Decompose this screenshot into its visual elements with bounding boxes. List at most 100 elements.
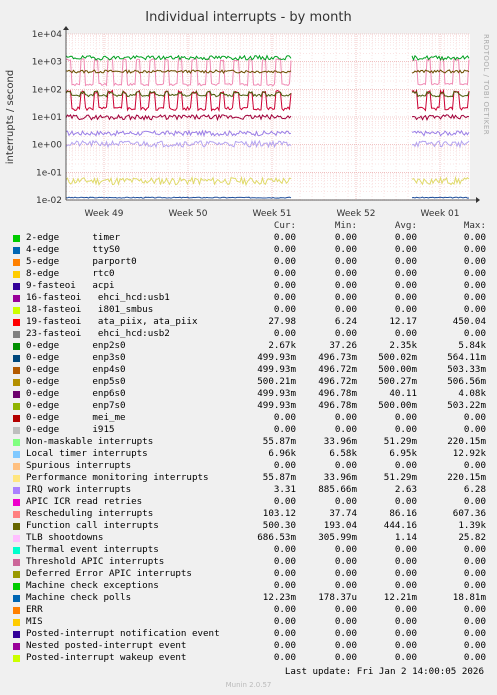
legend-row: 16-fasteoi ehci_hcd:usb1 0.00 0.00 0.00 0.00 [0, 292, 497, 304]
legend-avg: 500.00m [378, 400, 417, 411]
series-line-rescheduling [411, 88, 470, 112]
legend-label: 0-edge mei_me [26, 412, 126, 423]
legend-min: 0.00 [334, 412, 357, 423]
x-tick-label: Week 52 [337, 209, 376, 219]
legend-avg: 444.16 [383, 520, 417, 531]
legend-cur: 499.93m [257, 388, 296, 399]
legend-min: 0.00 [334, 496, 357, 507]
legend-swatch [13, 343, 20, 350]
legend-max: 503.33m [447, 364, 486, 375]
legend-row: Spurious interrupts 0.00 0.00 0.00 0.00 [0, 460, 497, 472]
legend-max: 0.00 [463, 616, 486, 627]
legend-row: IRQ work interrupts 3.31 885.66m 2.63 6.28 [0, 484, 497, 496]
legend-swatch [13, 547, 20, 554]
legend-label: 19-fasteoi ata_piix, ata_piix [26, 316, 198, 327]
legend-swatch [13, 439, 20, 446]
legend-min: 0.00 [334, 604, 357, 615]
legend-avg: 0.00 [394, 496, 417, 507]
legend-avg: 0.00 [394, 628, 417, 639]
legend-swatch [13, 331, 20, 338]
legend-swatch [13, 415, 20, 422]
y-tick-label: 1e+01 [32, 113, 62, 123]
legend-row: 4-edge ttyS0 0.00 0.00 0.00 0.00 [0, 244, 497, 256]
legend-avg: 0.00 [394, 280, 417, 291]
legend-row: APIC ICR read retries 0.00 0.00 0.00 0.00 [0, 496, 497, 508]
legend-swatch [13, 271, 20, 278]
legend-cur: 0.00 [273, 328, 296, 339]
series-line-non-maskable [411, 140, 470, 149]
legend-row: Thermal event interrupts 0.00 0.00 0.00 0.00 [0, 544, 497, 556]
legend-table: Cur: Min: Avg: Max: 2-edge timer 0.00 0.00… [0, 220, 497, 664]
legend-cur: 103.12 [262, 508, 296, 519]
legend-avg: 0.00 [394, 232, 417, 243]
legend-swatch [13, 643, 20, 650]
legend-min: 37.26 [329, 340, 357, 351]
legend-row: 0-edge enp7s0 499.93m 496.78m 500.00m 503.22… [0, 400, 497, 412]
legend-max: 12.92k [452, 448, 486, 459]
legend-avg: 86.16 [389, 508, 417, 519]
legend-avg: 6.95k [389, 448, 417, 459]
legend-avg: 0.00 [394, 244, 417, 255]
legend-label: 0-edge enp3s0 [26, 352, 126, 363]
legend-swatch [13, 631, 20, 638]
legend-avg: 0.00 [394, 604, 417, 615]
legend-label: 5-edge parport0 [26, 256, 137, 267]
legend-row: Rescheduling interrupts 103.12 37.74 86.16 6… [0, 508, 497, 520]
legend-min: 0.00 [334, 232, 357, 243]
legend-avg: 0.00 [394, 268, 417, 279]
legend-avg: 40.11 [389, 388, 417, 399]
series-line-machine-check-polls [411, 196, 470, 199]
legend-cur: 0.00 [273, 640, 296, 651]
legend-avg: 2.63 [394, 484, 417, 495]
legend-cur: 0.00 [273, 256, 296, 267]
legend-row: 0-edge enp4s0 499.93m 496.72m 500.00m 503.33… [0, 364, 497, 376]
legend-label: 18-fasteoi i801_smbus [26, 304, 154, 315]
series-line-local-timer [65, 57, 292, 87]
legend-row: 8-edge rtc0 0.00 0.00 0.00 0.00 [0, 268, 497, 280]
legend-max: 607.36 [452, 508, 486, 519]
legend-row: Local timer interrupts 6.96k 6.58k 6.95k 12.… [0, 448, 497, 460]
legend-cur: 499.93m [257, 364, 296, 375]
legend-cur: 499.93m [257, 352, 296, 363]
y-tick-label: 1e-01 [36, 168, 62, 178]
legend-swatch [13, 523, 20, 530]
rrdtool-credit: RRDTOOL / TOBI OETIKER [482, 34, 490, 136]
legend-max: 4.08k [458, 388, 486, 399]
legend-label: Function call interrupts [26, 520, 159, 531]
series-line-performance-monitoring [411, 175, 470, 186]
series-line-rescheduling [65, 89, 292, 113]
legend-avg: 0.00 [394, 292, 417, 303]
legend-cur: 686.53m [257, 532, 296, 543]
y-tick-label: 1e+00 [32, 141, 63, 151]
legend-avg: 1.14 [394, 532, 417, 543]
legend-min: 0.00 [334, 556, 357, 567]
series-line-irq-work [411, 129, 470, 137]
legend-min: 193.04 [323, 520, 357, 531]
legend-row: 0-edge enp5s0 500.21m 496.72m 500.27m 506.56… [0, 376, 497, 388]
legend-max: 0.00 [463, 652, 486, 663]
legend-cur: 0.00 [273, 424, 296, 435]
series-line-performance-monitoring [65, 175, 292, 187]
legend-cur: 2.67k [268, 340, 296, 351]
series-line-machine-check-exceptions [411, 54, 470, 62]
legend-min: 0.00 [334, 544, 357, 555]
x-axis-arrow [476, 197, 480, 203]
legend-label: 0-edge enp2s0 [26, 340, 126, 351]
legend-swatch [13, 511, 20, 518]
legend-label: MIS [26, 616, 43, 627]
legend-swatch [13, 307, 20, 314]
legend-avg: 0.00 [394, 568, 417, 579]
legend-max: 450.04 [452, 316, 486, 327]
legend-label: 16-fasteoi ehci_hcd:usb1 [26, 292, 170, 303]
x-tick-label: Week 49 [85, 209, 124, 219]
legend-swatch [13, 475, 20, 482]
legend-label: Performance monitoring interrupts [26, 472, 209, 483]
legend-cur: 0.00 [273, 556, 296, 567]
series-line-tlb-shootdowns [411, 113, 470, 121]
legend-row: 0-edge enp3s0 499.93m 496.73m 500.02m 564.11… [0, 352, 497, 364]
legend-cur: 0.00 [273, 616, 296, 627]
series-line-enp2s0 [411, 90, 470, 98]
legend-row: Non-maskable interrupts 55.87m 33.96m 51.29… [0, 436, 497, 448]
series-line-enp2s0 [65, 90, 292, 98]
legend-row: 0-edge mei_me 0.00 0.00 0.00 0.00 [0, 412, 497, 424]
